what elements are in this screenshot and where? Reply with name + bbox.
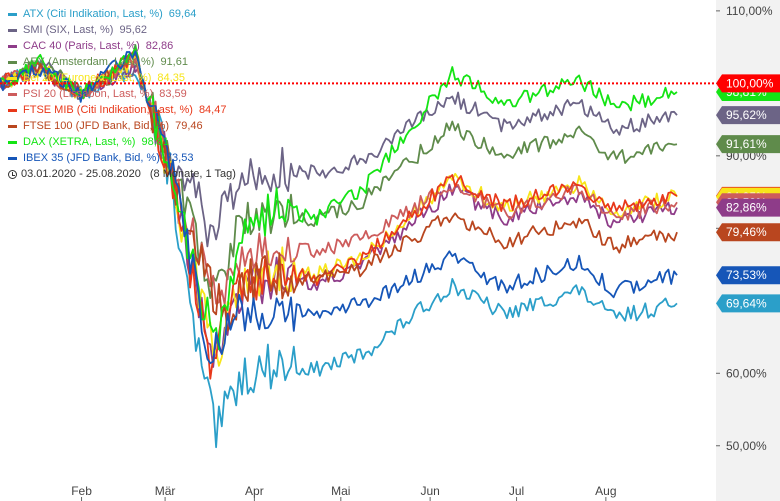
x-tick-label: Jul [509,484,524,498]
legend-entry[interactable]: AEX (Amsterdam, Last, %) 91,61 [8,54,236,70]
value-badge-shape [716,74,780,93]
date-range: 03.01.2020 - 25.08.2020 (8 Monate, 1 Tag… [8,166,236,182]
legend-entry[interactable]: FTSE MIB (Citi Indikation, Last, %) 84,47 [8,102,236,118]
legend-value: 82,86 [145,40,174,52]
legend-value: 69,64 [168,8,197,20]
value-badge-label: 100,00% [726,76,774,90]
date-range-extra: (8 Monate, 1 Tag) [149,168,236,180]
value-badge-label: 69,64% [726,296,767,310]
value-badge-shape [716,266,780,285]
x-tick-label: Jun [420,484,439,498]
series-line [0,53,678,332]
legend-value: 95,62 [119,24,147,36]
value-badge-label: 73,53% [726,268,767,282]
y-tick-label: 110,00% [726,4,773,18]
legend-swatch [8,108,17,112]
legend-swatch [8,92,17,96]
value-badge-shape [716,198,780,217]
legend-entry[interactable]: IBEX 35 (JFD Bank, Bid, %) 73,53 [8,150,236,166]
legend-entry[interactable]: SMI (SIX, Last, %) 95,62 [8,22,236,38]
legend-label: PSI 20 (Lissabon, Last, %) [23,88,154,100]
value-badge: 91,61% [716,135,780,154]
legend-swatch [8,60,17,64]
legend-entry[interactable]: ATX (Citi Indikation, Last, %) 69,64 [8,6,236,22]
legend-value: 83,59 [159,88,187,100]
value-badge-label: 91,61% [726,137,767,151]
value-badge-shape [716,106,780,125]
legend-value: 73,53 [165,152,194,164]
value-badge: 79,46% [716,223,780,242]
legend: ATX (Citi Indikation, Last, %) 69,64 SMI (… [8,6,236,182]
x-tick-label: Aug [595,484,616,498]
legend-swatch [8,140,17,144]
legend-label: IBEX 35 (JFD Bank, Bid, %) [23,152,160,164]
value-badge: 82,86% [716,198,780,217]
x-tick-label: Mär [155,484,176,498]
legend-entry[interactable]: FTSE 100 (JFD Bank, Bid, %) 79,46 [8,118,236,134]
legend-entry[interactable]: PSI 20 (Lissabon, Last, %) 83,59 [8,86,236,102]
legend-swatch [8,124,17,128]
value-badge: 95,62% [716,106,780,125]
legend-swatch [8,12,17,16]
value-badge: 69,64% [716,294,780,313]
legend-label: CAC 40 (Paris, Last, %) [23,40,140,52]
legend-entry[interactable]: Bel 20 (Euronext, Last, %) 84,35 [8,70,236,86]
legend-label: Bel 20 (Euronext, Last, %) [23,72,152,84]
legend-swatch [8,44,17,48]
legend-label: FTSE 100 (JFD Bank, Bid, %) [23,120,170,132]
x-tick-label: Mai [331,484,350,498]
legend-value: 84,35 [157,72,185,84]
legend-label: DAX (XETRA, Last, %) [23,136,136,148]
series-line [0,47,678,380]
legend-label: SMI (SIX, Last, %) [23,24,114,36]
series-line [0,50,678,365]
clock-icon [8,169,17,179]
legend-swatch [8,28,17,32]
legend-value: 98,81 [141,136,170,148]
reference-badge: 100,00% [716,74,780,93]
legend-entry[interactable]: DAX (XETRA, Last, %) 98,81 [8,134,236,150]
legend-swatch [8,76,17,80]
y-tick-label: 60,00% [726,366,767,380]
value-badge: 73,53% [716,266,780,285]
value-badge-label: 82,86% [726,201,767,215]
value-badge-shape [716,135,780,154]
value-badge-shape [716,294,780,313]
legend-label: ATX (Citi Indikation, Last, %) [23,8,163,20]
legend-swatch [8,156,17,160]
legend-value: 84,47 [198,104,227,116]
x-tick-label: Feb [71,484,92,498]
x-tick-label: Apr [245,484,264,498]
y-tick-label: 50,00% [726,439,767,453]
legend-entry[interactable]: CAC 40 (Paris, Last, %) 82,86 [8,38,236,54]
value-badge-label: 79,46% [726,225,767,239]
date-range-text: 03.01.2020 - 25.08.2020 [21,168,141,180]
legend-label: AEX (Amsterdam, Last, %) [23,56,155,68]
legend-value: 91,61 [160,56,188,68]
legend-label: FTSE MIB (Citi Indikation, Last, %) [23,104,193,116]
value-badge-shape [716,223,780,242]
legend-value: 79,46 [175,120,203,132]
value-badge-label: 95,62% [726,108,767,122]
